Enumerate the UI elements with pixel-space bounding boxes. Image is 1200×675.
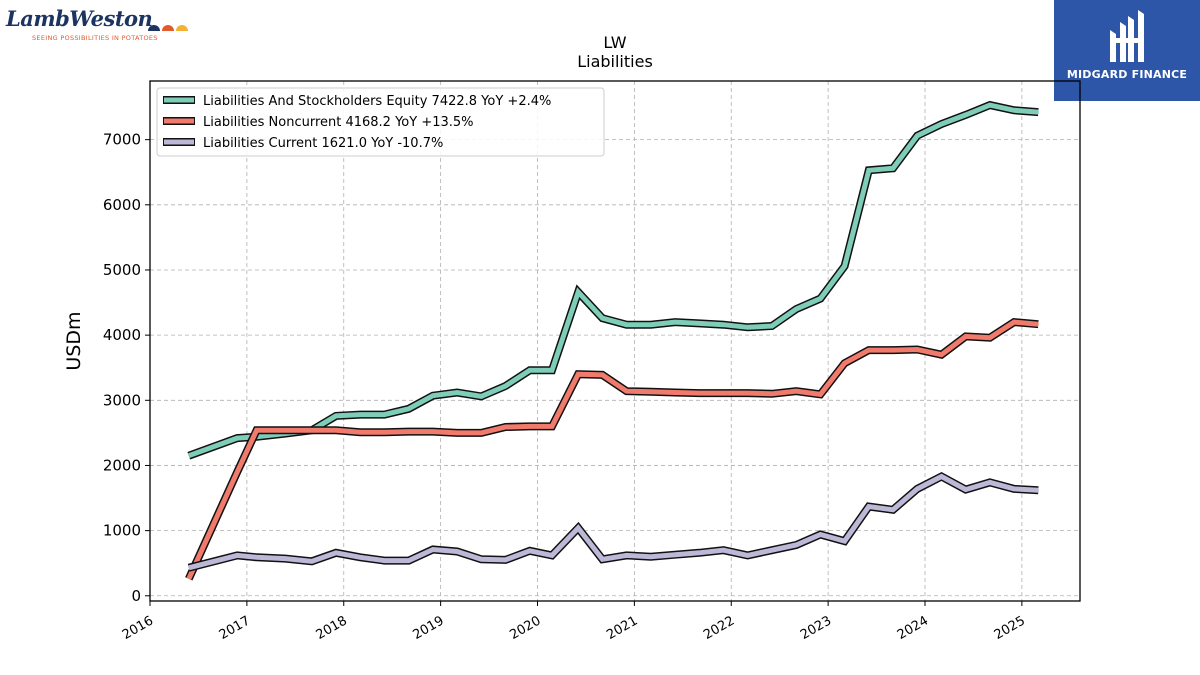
series-layer bbox=[185, 100, 1039, 581]
series-outline bbox=[185, 317, 1039, 581]
midgard-finance-logo-icon bbox=[1110, 10, 1144, 62]
legend-entry: Liabilities Noncurrent 4168.2 YoY +13.5% bbox=[203, 115, 474, 130]
y-tick-label: 4000 bbox=[103, 326, 141, 344]
company-name: LambWeston bbox=[6, 6, 153, 31]
series-line bbox=[187, 102, 1039, 459]
x-tick-label: 2022 bbox=[701, 613, 737, 643]
plot-frame bbox=[149, 80, 1081, 602]
x-tick-label: 2018 bbox=[314, 613, 350, 643]
legend-box bbox=[156, 87, 605, 157]
company-logo: LambWeston SEEING POSSIBILITIES IN POTAT… bbox=[6, 4, 196, 46]
grid-layer bbox=[149, 81, 1080, 601]
chart-subtitle: Liabilities bbox=[577, 52, 653, 71]
lambweston-logo-icon bbox=[148, 25, 188, 31]
y-tick-label: 5000 bbox=[103, 261, 141, 279]
legend: Liabilities And Stockholders Equity 7422… bbox=[156, 87, 605, 157]
y-tick-label: 3000 bbox=[103, 391, 141, 409]
x-tick-label: 2020 bbox=[507, 613, 543, 643]
partner-logo: MIDGARD FINANCE bbox=[1054, 0, 1200, 101]
series-outline bbox=[187, 100, 1039, 460]
x-tick-label: 2017 bbox=[217, 613, 253, 643]
y-axis-label: USDm bbox=[63, 311, 85, 370]
x-tick-label: 2019 bbox=[410, 613, 446, 643]
legend-entry: Liabilities Current 1621.0 YoY -10.7% bbox=[203, 136, 443, 151]
company-tagline: SEEING POSSIBILITIES IN POTATOES bbox=[32, 34, 158, 42]
y-tick-label: 1000 bbox=[103, 522, 141, 540]
x-tick-label: 2023 bbox=[798, 613, 834, 643]
y-tick-label: 2000 bbox=[103, 456, 141, 474]
chart-title: LW bbox=[603, 33, 626, 52]
partner-name: MIDGARD FINANCE bbox=[1066, 68, 1188, 81]
series-line bbox=[186, 319, 1039, 580]
legend-entry: Liabilities And Stockholders Equity 7422… bbox=[203, 94, 551, 109]
x-tick-label: 2024 bbox=[895, 613, 931, 643]
axis-layer: 0 1000 2000 3000 4000 5000 6000 7000 2016 2017 201… bbox=[103, 131, 1028, 643]
series-outline bbox=[187, 471, 1039, 572]
x-tick-label: 2025 bbox=[992, 613, 1028, 643]
y-tick-label: 6000 bbox=[103, 196, 141, 214]
series-line bbox=[188, 473, 1039, 571]
x-tick-label: 2016 bbox=[120, 613, 156, 643]
y-tick-label: 0 bbox=[131, 587, 141, 605]
x-tick-label: 2021 bbox=[604, 613, 640, 643]
y-tick-label: 7000 bbox=[103, 131, 141, 149]
